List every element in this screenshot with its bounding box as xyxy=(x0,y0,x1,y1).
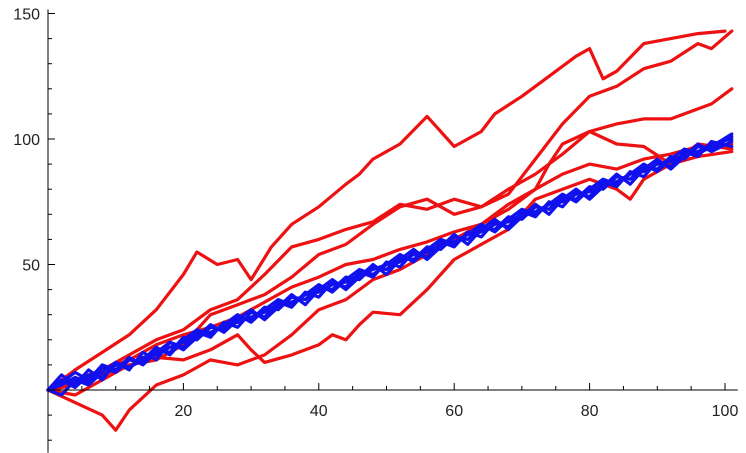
blue-series-line xyxy=(46,139,734,392)
y-tick-label: 100 xyxy=(13,132,40,149)
x-tick-label: 40 xyxy=(310,403,328,420)
ticks-layer: 20 40 60 80 100 50 100 150 xyxy=(13,7,738,441)
y-tick-label: 150 xyxy=(13,7,40,24)
x-tick-label: 80 xyxy=(581,403,599,420)
red-series-line xyxy=(46,129,734,392)
x-tick-label: 100 xyxy=(712,403,739,420)
x-tick-label: 60 xyxy=(445,403,463,420)
red-series-line xyxy=(46,29,727,392)
red-series-line xyxy=(46,87,734,392)
y-tick-label: 50 xyxy=(22,258,40,275)
axes xyxy=(47,9,738,453)
red-series-line xyxy=(46,142,734,432)
series-layer xyxy=(46,29,734,432)
x-tick-label: 20 xyxy=(175,403,193,420)
blue-series-line xyxy=(46,139,734,392)
red-series-line xyxy=(46,29,734,392)
red-series-line xyxy=(46,150,734,397)
